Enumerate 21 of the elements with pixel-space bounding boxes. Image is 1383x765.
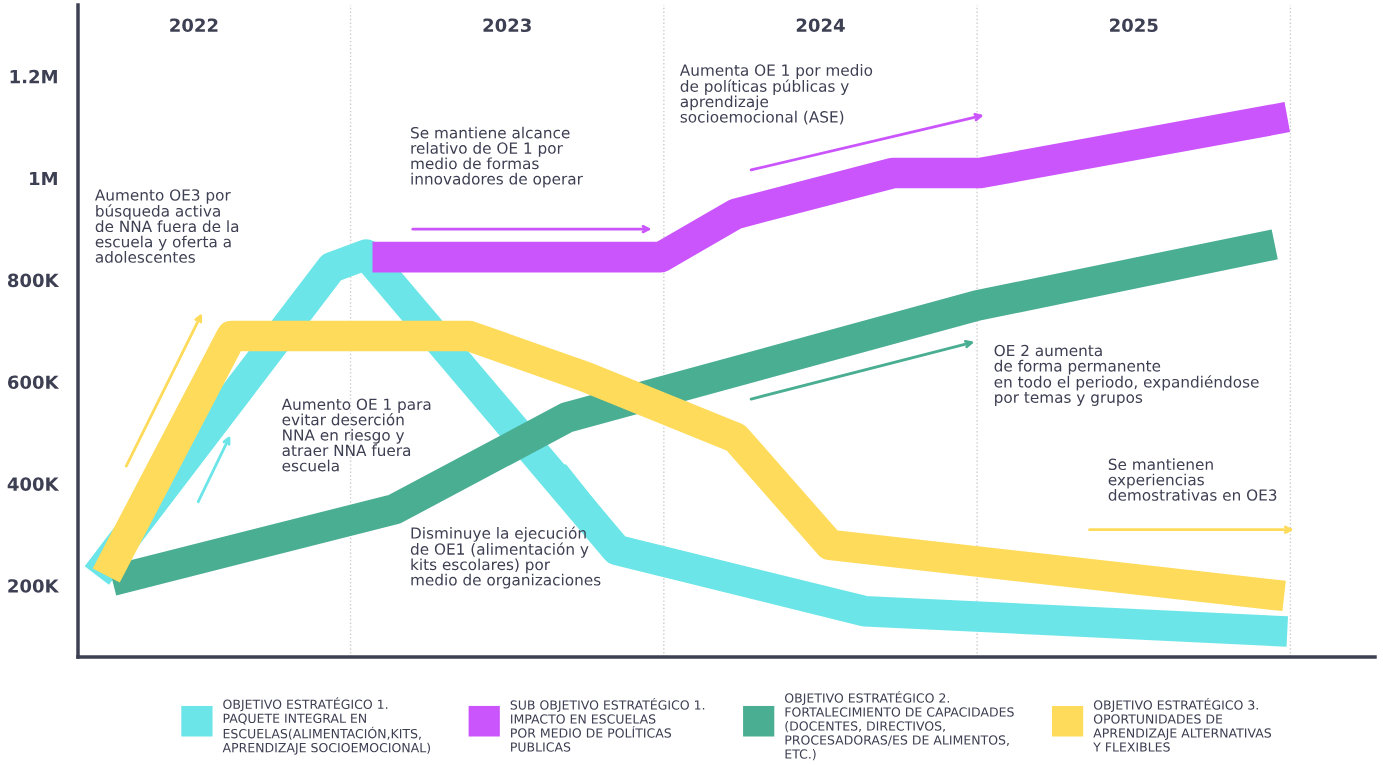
annotation: Disminuye la ejecución de OE1 (alimentación y kits escolares) por medio de organizaciones <box>410 526 601 589</box>
legend-label: SUB OBJETIVO ESTRATÉGICO 1. IMPACTO EN ESCUELAS POR MEDIO DE POLÍTICAS PUBLICAS <box>510 697 705 752</box>
y-tick-label: 1.2M <box>10 69 57 84</box>
x-tick-label: 2025 <box>1110 18 1158 33</box>
y-tick-label: 800K <box>7 273 60 288</box>
annotation: Se mantienen experiencias demostrativas en OE3 <box>1108 458 1277 501</box>
annotation: OE 2 aumenta de forma permanente en todo el periodo, expandiéndose por temas y grupos <box>994 344 1259 406</box>
annotation: Aumento OE 1 para evitar deserción NNA en riesgo y atraer NNA fuera escuela <box>281 398 431 472</box>
x-tick-label: 2023 <box>483 18 531 33</box>
x-tick-label: 2024 <box>796 18 845 33</box>
x-tick-label: 2022 <box>170 18 218 33</box>
y-tick-label: 200K <box>8 579 60 593</box>
y-tick-label: 600K <box>8 375 60 390</box>
legend-label: OBJETIVO ESTRATÉGICO 2. FORTALECIMIENTO DE CAPACIDADES (DOCENTES, DIRECTIVOS, PROCESADORAS/ES DE ALIMENTOS, ETC.) <box>785 690 1014 761</box>
legend-label: OBJETIVO ESTRATÉGICO 1. PAQUETE INTEGRAL EN ESCUELAS(ALIMENTACIÓN,KITS, APRENDIZAJE SOCIOEMOCIONAL) <box>222 697 430 755</box>
y-tick-label: 400K <box>7 477 60 491</box>
annotation: Aumenta OE 1 por medio de políticas públicas y aprendizaje socioemocional (ASE) <box>679 64 873 125</box>
y-tick-label: 1M <box>30 171 57 186</box>
legend-label: OBJETIVO ESTRATÉGICO 3. OPORTUNIDADES DE APRENDIZAJE ALTERNATIVAS Y FLEXIBLES <box>1093 697 1272 752</box>
annotation: Aumento OE3 por búsqueda activa de NNA fuera de la escuela y oferta a adolescentes <box>94 189 239 263</box>
annotation: Se mantiene alcance relativo de OE 1 por medio de formas innovadores de operar <box>411 126 583 188</box>
